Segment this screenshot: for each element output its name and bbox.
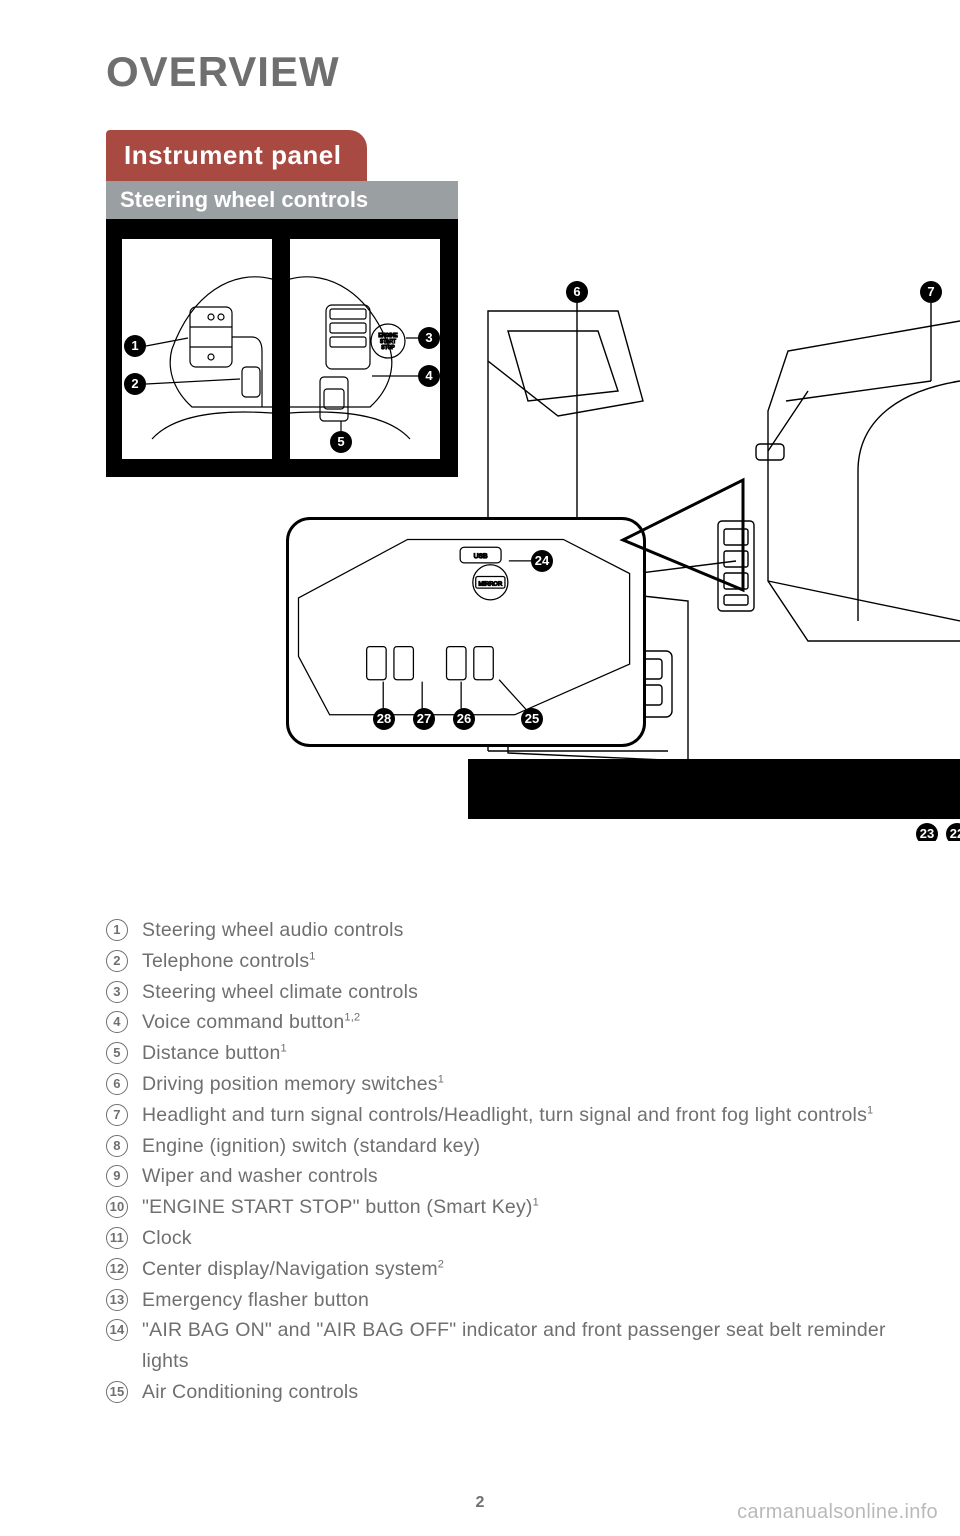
callout-23: 23 — [916, 823, 938, 841]
legend-text: Center display/Navigation system2 — [142, 1254, 900, 1285]
callout-3: 3 — [418, 327, 440, 349]
legend-item: 8 Engine (ignition) switch (standard key) — [106, 1131, 900, 1162]
legend-number-badge: 5 — [106, 1042, 128, 1064]
callout-5: 5 — [330, 431, 352, 453]
legend-item: 11 Clock — [106, 1223, 900, 1254]
legend-item: 13 Emergency flasher button — [106, 1285, 900, 1316]
callout-27: 27 — [413, 708, 435, 730]
legend-item: 9 Wiper and washer controls — [106, 1161, 900, 1192]
legend-text: Voice command button1,2 — [142, 1007, 900, 1038]
svg-text:STOP: STOP — [381, 345, 395, 351]
legend-text: Steering wheel climate controls — [142, 977, 900, 1008]
inset-detail: USB MIRROR 24 28 — [286, 517, 646, 747]
page: OVERVIEW Instrument panel Steering wheel… — [0, 0, 960, 1536]
legend-text: Wiper and washer controls — [142, 1161, 900, 1192]
legend-item: 6 Driving position memory switches1 — [106, 1069, 900, 1100]
steering-right-illustration: ENGINE START STOP — [290, 239, 440, 459]
legend-number-badge: 10 — [106, 1196, 128, 1218]
legend-list: 1 Steering wheel audio controls 2 Telephone… — [106, 915, 900, 1408]
legend-text: Telephone controls1 — [142, 946, 900, 977]
diagram-area: 1 2 ENGINE START STOP — [106, 219, 900, 829]
legend-number-badge: 11 — [106, 1227, 128, 1249]
legend-number-badge: 12 — [106, 1258, 128, 1280]
callout-4: 4 — [418, 365, 440, 387]
svg-text:USB: USB — [474, 553, 488, 560]
legend-item: 10 "ENGINE START STOP" button (Smart Key)… — [106, 1192, 900, 1223]
legend-text: Driving position memory switches1 — [142, 1069, 900, 1100]
legend-item: 2 Telephone controls1 — [106, 946, 900, 977]
legend-item: 5 Distance button1 — [106, 1038, 900, 1069]
legend-number-badge: 13 — [106, 1289, 128, 1311]
callout-28: 28 — [373, 708, 395, 730]
legend-item: 1 Steering wheel audio controls — [106, 915, 900, 946]
legend-number-badge: 6 — [106, 1073, 128, 1095]
callout-22: 22 — [946, 823, 960, 841]
callout-2: 2 — [124, 373, 146, 395]
legend-text: Emergency flasher button — [142, 1285, 900, 1316]
legend-item: 14 "AIR BAG ON" and "AIR BAG OFF" indicat… — [106, 1315, 900, 1377]
steering-left-panel: 1 2 — [122, 239, 272, 459]
page-title: OVERVIEW — [106, 48, 900, 96]
watermark: carmanualsonline.info — [737, 1501, 938, 1524]
dashboard-black-strip — [468, 759, 960, 819]
legend-text: Air Conditioning controls — [142, 1377, 900, 1408]
section-tab: Instrument panel — [106, 130, 367, 181]
legend-number-badge: 15 — [106, 1381, 128, 1403]
callout-7: 7 — [920, 281, 942, 303]
legend-text: Clock — [142, 1223, 900, 1254]
legend-number-badge: 4 — [106, 1011, 128, 1033]
legend-item: 4 Voice command button1,2 — [106, 1007, 900, 1038]
legend-number-badge: 2 — [106, 950, 128, 972]
legend-item: 15 Air Conditioning controls — [106, 1377, 900, 1408]
legend-item: 7 Headlight and turn signal controls/Head… — [106, 1100, 900, 1131]
legend-item: 12 Center display/Navigation system2 — [106, 1254, 900, 1285]
legend-number-badge: 9 — [106, 1165, 128, 1187]
callout-25: 25 — [521, 708, 543, 730]
legend-item: 3 Steering wheel climate controls — [106, 977, 900, 1008]
steering-right-panel: ENGINE START STOP 3 4 5 — [290, 239, 440, 459]
inset-leader — [623, 480, 763, 600]
svg-text:MIRROR: MIRROR — [479, 581, 503, 587]
legend-text: "AIR BAG ON" and "AIR BAG OFF" indicator… — [142, 1315, 900, 1377]
callout-24: 24 — [531, 550, 553, 572]
legend-text: Steering wheel audio controls — [142, 915, 900, 946]
legend-number-badge: 14 — [106, 1319, 128, 1341]
legend-text: Headlight and turn signal controls/Headl… — [142, 1100, 900, 1131]
callout-6: 6 — [566, 281, 588, 303]
legend-number-badge: 7 — [106, 1104, 128, 1126]
legend-text: Engine (ignition) switch (standard key) — [142, 1131, 900, 1162]
legend-number-badge: 3 — [106, 981, 128, 1003]
steering-wheel-figure: 1 2 ENGINE START STOP — [106, 219, 458, 477]
legend-number-badge: 1 — [106, 919, 128, 941]
legend-text: Distance button1 — [142, 1038, 900, 1069]
callout-1: 1 — [124, 335, 146, 357]
legend-text: "ENGINE START STOP" button (Smart Key)1 — [142, 1192, 900, 1223]
page-number: 2 — [476, 1494, 485, 1512]
callout-26: 26 — [453, 708, 475, 730]
legend-number-badge: 8 — [106, 1135, 128, 1157]
section-subhead: Steering wheel controls — [106, 181, 458, 219]
